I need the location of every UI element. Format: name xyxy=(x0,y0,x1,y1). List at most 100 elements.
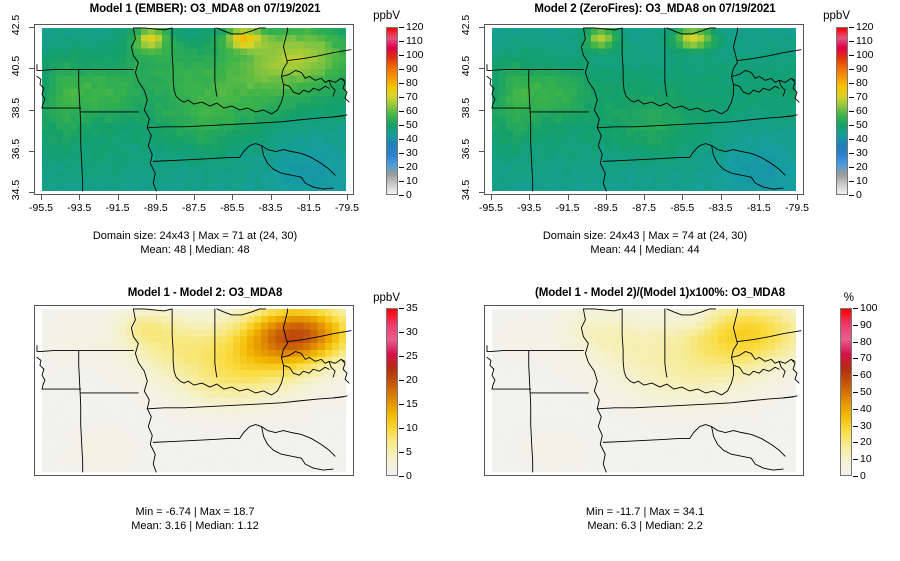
colorbar-tick-label: 30 xyxy=(406,147,418,159)
caption-line-1: Min = -6.74 | Max = 18.7 xyxy=(135,506,255,518)
colorbar-tick xyxy=(399,69,404,70)
colorbar-tick-label: 50 xyxy=(856,119,868,131)
colorbar-tick-label: 110 xyxy=(856,35,873,47)
y-axis-tick-label: 40.5 xyxy=(10,56,22,77)
colorbar-tick-label: 40 xyxy=(860,402,872,415)
colorbar-tick-label: 10 xyxy=(860,453,872,466)
colorbar-tick xyxy=(399,167,404,168)
colorbar-tick xyxy=(399,476,404,477)
colorbar-tick xyxy=(853,358,858,360)
x-axis-tick xyxy=(529,195,531,200)
x-axis-tick xyxy=(682,195,684,200)
colorbar-tick-label: 90 xyxy=(860,318,872,331)
colorbar-tick xyxy=(849,111,854,112)
caption-model1: Domain size: 24x43 | Max = 71 at (24, 30… xyxy=(10,230,380,257)
colorbar-tick-label: 80 xyxy=(406,77,418,89)
colorbar-tick xyxy=(849,97,854,98)
colorbar-tick xyxy=(853,425,858,427)
colorbar-tick-label: 0 xyxy=(406,470,412,482)
colorbar-tick-label: 70 xyxy=(856,91,868,103)
y-axis-tick-label: 42.5 xyxy=(460,14,472,36)
caption-difference: Min = -6.74 | Max = 18.7 Mean: 3.16 | Me… xyxy=(10,506,380,533)
x-axis-tick-label: -95.5 xyxy=(479,202,503,214)
x-axis-tick-label: -87.5 xyxy=(182,202,206,214)
colorbar-difference: ppbV 0 5 10 15 20 25 30 35 xyxy=(362,292,448,482)
x-axis-tick xyxy=(117,195,119,200)
colorbar-tick xyxy=(399,27,404,28)
colorbar-tick xyxy=(853,476,858,477)
colorbar-tick-label: 10 xyxy=(856,175,868,187)
colorbar-tick xyxy=(849,181,854,182)
y-axis-tick-label: 34.5 xyxy=(10,179,22,201)
colorbar-tick-label: 10 xyxy=(406,175,418,187)
y-axis-tick-label: 42.5 xyxy=(10,14,22,36)
x-axis-tick-label: -91.5 xyxy=(555,202,580,214)
colorbar-tick-label: 70 xyxy=(406,91,418,103)
colorbar-tick xyxy=(399,181,404,182)
y-axis-tick xyxy=(479,192,484,193)
y-axis-tick xyxy=(29,109,34,111)
colorbar-tick xyxy=(853,442,858,444)
y-axis-tick xyxy=(29,27,34,28)
plot-area-difference xyxy=(34,305,354,476)
colorbar-tick xyxy=(399,55,404,56)
colorbar-tick xyxy=(399,332,404,333)
x-axis-tick-label: -93.5 xyxy=(67,202,92,214)
colorbar-tick-label: 50 xyxy=(406,119,418,131)
colorbar-tick-label: 35 xyxy=(406,302,418,314)
colorbar-tick xyxy=(399,125,404,126)
colorbar-unit-label: % xyxy=(843,292,854,304)
colorbar-tick-label: 60 xyxy=(860,369,872,382)
x-axis-tick xyxy=(194,195,195,200)
caption-percent-difference: Min = -11.7 | Max = 34.1 Mean: 6.3 | Med… xyxy=(460,506,830,533)
colorbar-tick-label: 120 xyxy=(856,21,874,33)
caption-line-2: Mean: 44 | Median: 44 xyxy=(590,243,700,256)
panel-model1: Model 1 (EMBER): O3_MDA8 on 07/19/2021 D… xyxy=(0,0,450,280)
colorbar-tick xyxy=(399,83,404,84)
colorbar-tick-label: 100 xyxy=(856,49,874,61)
colorbar-tick xyxy=(853,459,858,461)
colorbar-tick-label: 30 xyxy=(860,419,872,432)
caption-line-1: Domain size: 24x43 | Max = 74 at (24, 30… xyxy=(542,230,748,242)
x-axis-tick xyxy=(567,195,569,200)
y-axis-tick-label: 34.5 xyxy=(460,179,472,201)
colorbar-tick xyxy=(853,308,858,309)
x-axis-tick xyxy=(644,195,645,200)
colorbar-tick-label: 5 xyxy=(406,446,412,458)
caption-line-2: Mean: 48 | Median: 48 xyxy=(140,243,250,256)
colorbar-tick xyxy=(849,195,854,196)
x-axis-tick-label: -91.5 xyxy=(105,202,130,214)
colorbar-tick xyxy=(849,139,854,140)
colorbar-tick xyxy=(849,69,854,70)
x-axis-tick-label: -89.5 xyxy=(593,202,618,214)
colorbar-tick xyxy=(849,167,854,168)
colorbar-tick-label: 90 xyxy=(406,63,418,75)
colorbar-tick xyxy=(849,83,854,84)
y-axis-tick xyxy=(479,150,484,152)
x-axis-tick xyxy=(232,195,234,200)
x-axis-tick xyxy=(347,195,348,200)
y-axis-tick-label: 36.5 xyxy=(10,138,22,159)
x-axis-tick-label: -93.5 xyxy=(517,202,542,214)
caption-model2: Domain size: 24x43 | Max = 74 at (24, 30… xyxy=(460,230,830,257)
colorbar-tick-label: 0 xyxy=(856,189,862,201)
colorbar-tick xyxy=(849,41,854,42)
colorbar-tick-label: 60 xyxy=(406,105,418,117)
colorbar-strip xyxy=(386,308,398,476)
colorbar-strip xyxy=(836,27,848,195)
colorbar-tick-label: 100 xyxy=(860,302,878,314)
colorbar-tick xyxy=(399,308,404,309)
colorbar-tick xyxy=(853,341,858,343)
colorbar-tick-label: 30 xyxy=(406,326,418,338)
y-axis-tick xyxy=(29,150,34,152)
colorbar-tick xyxy=(853,375,858,377)
panel-title-difference: Model 1 - Model 2: O3_MDA8 xyxy=(127,287,283,299)
colorbar-tick-label: 110 xyxy=(406,35,423,47)
caption-line-1: Min = -11.7 | Max = 34.1 xyxy=(585,506,705,518)
colorbar-tick-label: 60 xyxy=(856,105,868,117)
colorbar-model1: ppbV 0 10 20 30 40 50 60 70 80 90 100 110 120 xyxy=(362,10,448,201)
colorbar-tick xyxy=(853,324,858,326)
colorbar-tick-label: 0 xyxy=(860,470,866,482)
x-axis-tick-label: -95.5 xyxy=(29,202,53,214)
